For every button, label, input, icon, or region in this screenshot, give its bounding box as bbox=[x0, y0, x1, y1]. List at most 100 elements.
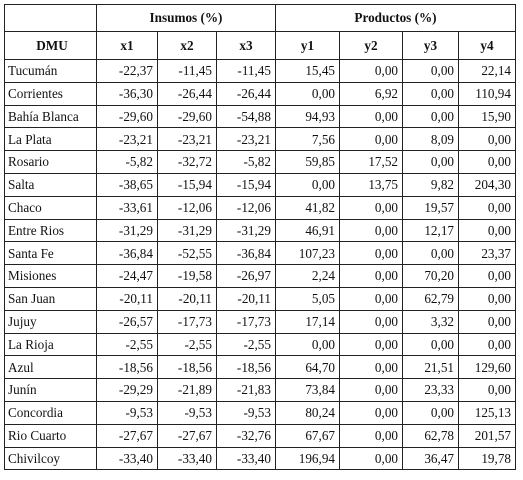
dmu-name-cell: Rio Cuarto bbox=[4, 423, 97, 448]
value-cell-x1: -20,11 bbox=[96, 286, 158, 311]
value-cell-x2: -52,55 bbox=[157, 241, 217, 266]
value-cell-y3: 0,00 bbox=[402, 150, 459, 174]
value-cell-x1: -2,55 bbox=[96, 332, 158, 357]
value-cell-x2: -11,45 bbox=[157, 59, 217, 83]
value-cell-y2: 0,00 bbox=[339, 195, 403, 220]
value-cell-y3: 0,00 bbox=[402, 241, 459, 266]
column-header-dmu: DMU bbox=[4, 31, 97, 60]
value-cell-x1: -36,30 bbox=[96, 81, 158, 106]
group-header-insumos: Insumos (%) bbox=[96, 4, 276, 32]
value-cell-x2: -31,29 bbox=[157, 218, 217, 243]
value-cell-y4: 0,00 bbox=[458, 309, 516, 334]
value-cell-y3: 3,32 bbox=[402, 309, 459, 334]
table-row: Chaco -33,61 -12,06 -12,06 41,82 0,00 19,57 0,0… bbox=[4, 195, 516, 220]
value-cell-x3: -20,11 bbox=[216, 286, 276, 311]
table-row: San Juan -20,11 -20,11 -20,11 5,05 0,00 62,79 0… bbox=[4, 286, 516, 311]
value-cell-x3: -2,55 bbox=[216, 332, 276, 357]
table-row: La Rioja -2,55 -2,55 -2,55 0,00 0,00 0,00 0,00 bbox=[4, 332, 516, 357]
value-cell-y3: 0,00 bbox=[402, 81, 459, 106]
value-cell-y2: 13,75 bbox=[339, 172, 403, 197]
value-cell-y2: 0,00 bbox=[339, 264, 403, 288]
table-row: Rosario -5,82 -32,72 -5,82 59,85 17,52 0,00 0,0… bbox=[4, 150, 516, 174]
dmu-name-cell: Chivilcoy bbox=[4, 446, 97, 471]
dmu-name-cell: Corrientes bbox=[4, 81, 97, 106]
value-cell-y3: 0,00 bbox=[402, 104, 459, 129]
value-cell-y2: 0,00 bbox=[339, 309, 403, 334]
value-cell-x1: -38,65 bbox=[96, 172, 158, 197]
results-table: Insumos (%) Productos (%) DMU x1 x2 x3 y… bbox=[4, 4, 516, 471]
value-cell-x1: -33,61 bbox=[96, 195, 158, 220]
value-cell-x1: -5,82 bbox=[96, 150, 158, 174]
value-cell-y3: 62,79 bbox=[402, 286, 459, 311]
value-cell-x1: -22,37 bbox=[96, 59, 158, 83]
value-cell-y4: 0,00 bbox=[458, 378, 516, 402]
dmu-name-cell: Entre Rios bbox=[4, 218, 97, 243]
value-cell-y1: 80,24 bbox=[275, 400, 340, 425]
value-cell-y2: 17,52 bbox=[339, 150, 403, 174]
value-cell-y2: 0,00 bbox=[339, 241, 403, 266]
table-row: Jujuy -26,57 -17,73 -17,73 17,14 0,00 3,32 0,00 bbox=[4, 309, 516, 334]
value-cell-y3: 0,00 bbox=[402, 400, 459, 425]
value-cell-y1: 46,91 bbox=[275, 218, 340, 243]
value-cell-y4: 0,00 bbox=[458, 127, 516, 152]
value-cell-x3: -36,84 bbox=[216, 241, 276, 266]
value-cell-x2: -18,56 bbox=[157, 355, 217, 380]
value-cell-y3: 19,57 bbox=[402, 195, 459, 220]
value-cell-y1: 0,00 bbox=[275, 172, 340, 197]
value-cell-x1: -23,21 bbox=[96, 127, 158, 152]
value-cell-x3: -31,29 bbox=[216, 218, 276, 243]
value-cell-y4: 15,90 bbox=[458, 104, 516, 129]
group-header-productos: Productos (%) bbox=[275, 4, 516, 32]
value-cell-x3: -9,53 bbox=[216, 400, 276, 425]
value-cell-y4: 0,00 bbox=[458, 218, 516, 243]
value-cell-x1: -9,53 bbox=[96, 400, 158, 425]
table-row: Concordia -9,53 -9,53 -9,53 80,24 0,00 0,00 125… bbox=[4, 400, 516, 425]
value-cell-x3: -15,94 bbox=[216, 172, 276, 197]
value-cell-x1: -27,67 bbox=[96, 423, 158, 448]
value-cell-y4: 19,78 bbox=[458, 446, 516, 471]
value-cell-x1: -36,84 bbox=[96, 241, 158, 266]
value-cell-x2: -20,11 bbox=[157, 286, 217, 311]
value-cell-y1: 107,23 bbox=[275, 241, 340, 266]
value-cell-x3: -11,45 bbox=[216, 59, 276, 83]
value-cell-x3: -26,44 bbox=[216, 81, 276, 106]
value-cell-x2: -27,67 bbox=[157, 423, 217, 448]
column-header-y1: y1 bbox=[275, 31, 340, 60]
value-cell-x2: -29,60 bbox=[157, 104, 217, 129]
table-row: Entre Rios -31,29 -31,29 -31,29 46,91 0,00 12,… bbox=[4, 218, 516, 243]
value-cell-y1: 7,56 bbox=[275, 127, 340, 152]
dmu-name-cell: Chaco bbox=[4, 195, 97, 220]
value-cell-y2: 0,00 bbox=[339, 332, 403, 357]
value-cell-x3: -54,88 bbox=[216, 104, 276, 129]
value-cell-x2: -32,72 bbox=[157, 150, 217, 174]
value-cell-y4: 129,60 bbox=[458, 355, 516, 380]
table-row: Salta -38,65 -15,94 -15,94 0,00 13,75 9,82 204,… bbox=[4, 172, 516, 197]
column-header-x3: x3 bbox=[216, 31, 276, 60]
value-cell-y3: 23,33 bbox=[402, 378, 459, 402]
value-cell-x2: -15,94 bbox=[157, 172, 217, 197]
value-cell-y4: 125,13 bbox=[458, 400, 516, 425]
value-cell-x3: -33,40 bbox=[216, 446, 276, 471]
value-cell-y1: 196,94 bbox=[275, 446, 340, 471]
value-cell-y4: 22,14 bbox=[458, 59, 516, 83]
value-cell-y3: 0,00 bbox=[402, 59, 459, 83]
dmu-name-cell: Tucumán bbox=[4, 59, 97, 83]
value-cell-y4: 0,00 bbox=[458, 195, 516, 220]
value-cell-x3: -17,73 bbox=[216, 309, 276, 334]
value-cell-x1: -29,29 bbox=[96, 378, 158, 402]
dmu-name-cell: Rosario bbox=[4, 150, 97, 174]
value-cell-x3: -12,06 bbox=[216, 195, 276, 220]
value-cell-x2: -12,06 bbox=[157, 195, 217, 220]
dmu-name-cell: Jujuy bbox=[4, 309, 97, 334]
dmu-name-cell: Azul bbox=[4, 355, 97, 380]
value-cell-y1: 0,00 bbox=[275, 81, 340, 106]
value-cell-x3: -21,83 bbox=[216, 378, 276, 402]
value-cell-y1: 73,84 bbox=[275, 378, 340, 402]
value-cell-x2: -9,53 bbox=[157, 400, 217, 425]
value-cell-x2: -17,73 bbox=[157, 309, 217, 334]
dmu-name-cell: Junín bbox=[4, 378, 97, 402]
value-cell-y2: 0,00 bbox=[339, 59, 403, 83]
value-cell-x2: -2,55 bbox=[157, 332, 217, 357]
value-cell-y2: 0,00 bbox=[339, 400, 403, 425]
value-cell-y3: 12,17 bbox=[402, 218, 459, 243]
